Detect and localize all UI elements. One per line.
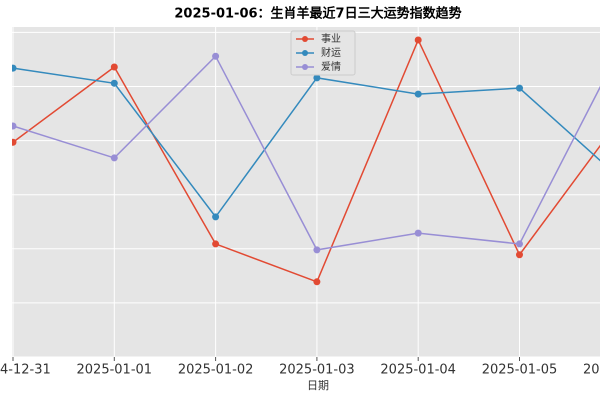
data-point <box>414 229 422 237</box>
data-point <box>313 74 321 82</box>
x-axis: 2024-12-31 2025-01-01 2025-01-02 2025-01-03… <box>0 357 600 378</box>
x-tick-label: 2025-01-04 <box>380 363 456 378</box>
data-point <box>212 52 220 60</box>
data-point <box>110 154 118 162</box>
data-point <box>414 90 422 98</box>
x-tick-label: 2025-01-05 <box>482 363 558 378</box>
data-point <box>110 79 118 87</box>
data-point <box>12 64 17 72</box>
legend-marker <box>302 50 308 56</box>
x-tick-label: 2025-01-06 <box>583 363 600 378</box>
x-tick-label: 2025-01-02 <box>178 363 254 378</box>
data-point <box>313 278 321 286</box>
data-point <box>12 122 17 130</box>
legend-label: 事业 <box>321 32 341 45</box>
data-point <box>414 36 422 44</box>
x-tick-label: 2025-01-01 <box>77 363 153 378</box>
data-point <box>12 138 17 146</box>
legend-marker <box>302 36 308 42</box>
x-tick-label: 2025-01-03 <box>279 363 355 378</box>
legend-label: 爱情 <box>321 60 341 73</box>
legend-label: 财运 <box>321 46 341 59</box>
data-point <box>313 246 321 254</box>
x-axis-label: 日期 <box>307 379 329 392</box>
data-point <box>212 240 220 248</box>
data-point <box>516 251 523 259</box>
legend-marker <box>302 64 308 70</box>
data-point <box>516 84 523 92</box>
chart-title: 2025-01-06：生肖羊最近7日三大运势指数趋势 <box>174 6 461 22</box>
data-point <box>516 240 523 248</box>
legend-box <box>290 30 356 76</box>
plot-background <box>12 27 600 357</box>
data-point <box>212 213 220 221</box>
data-point <box>110 63 118 71</box>
lines <box>12 36 600 286</box>
x-tick-label: 2024-12-31 <box>0 363 51 378</box>
